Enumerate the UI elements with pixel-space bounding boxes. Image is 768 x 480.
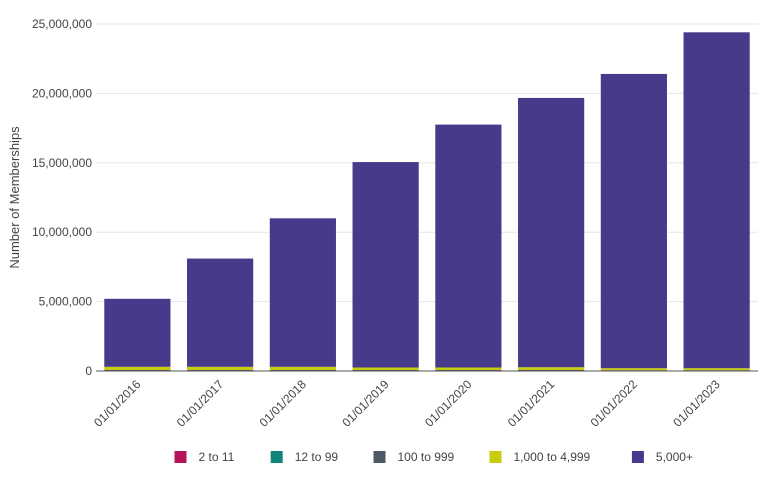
bar-segment[interactable]	[269, 370, 336, 371]
bar-segment[interactable]	[435, 124, 502, 368]
bar-segment[interactable]	[518, 97, 585, 368]
legend-swatch	[174, 451, 187, 463]
x-tick-label: 01/01/2017	[174, 377, 227, 430]
bar-segment[interactable]	[104, 366, 171, 371]
legend-item[interactable]: 12 to 99	[270, 450, 339, 464]
legend-label: 1,000 to 4,999	[514, 450, 591, 464]
bar-segment[interactable]	[269, 218, 336, 367]
y-tick-label: 25,000,000	[32, 17, 92, 31]
bar-segment[interactable]	[187, 370, 254, 371]
y-tick-label: 5,000,000	[39, 295, 93, 309]
bar-segment[interactable]	[352, 370, 419, 371]
legend-label: 100 to 999	[398, 450, 455, 464]
bar-segment[interactable]	[518, 367, 585, 371]
bar-segment[interactable]	[352, 367, 419, 371]
bar-segment[interactable]	[600, 370, 667, 371]
legend-swatch	[631, 451, 644, 463]
bar-segment[interactable]	[518, 370, 585, 371]
legend-label: 12 to 99	[295, 450, 339, 464]
x-tick-label: 01/01/2018	[257, 377, 310, 430]
y-tick-label: 20,000,000	[32, 86, 92, 100]
legend-item[interactable]: 100 to 999	[373, 450, 455, 464]
x-tick-label: 01/01/2022	[588, 377, 641, 430]
x-tick-label: 01/01/2021	[505, 377, 558, 430]
bar-segment[interactable]	[683, 370, 750, 371]
x-tick-label: 01/01/2020	[422, 377, 475, 430]
bar-segment[interactable]	[187, 366, 254, 371]
legend-label: 5,000+	[656, 450, 693, 464]
legend-item[interactable]: 1,000 to 4,999	[489, 450, 591, 464]
bar-segment[interactable]	[269, 366, 336, 371]
legend-swatch	[489, 451, 502, 463]
legend-label: 2 to 11	[199, 450, 235, 464]
legend-item[interactable]: 2 to 11	[174, 450, 235, 464]
bar-segment[interactable]	[435, 367, 502, 371]
legend-swatch	[373, 451, 386, 463]
bar-segment[interactable]	[435, 370, 502, 371]
y-tick-label: 0	[85, 364, 92, 378]
bar-segment[interactable]	[104, 370, 171, 371]
y-tick-label: 15,000,000	[32, 156, 92, 170]
x-tick-label: 01/01/2016	[91, 377, 144, 430]
bar-segment[interactable]	[187, 258, 254, 367]
y-tick-label: 10,000,000	[32, 225, 92, 239]
y-axis-title: Number of Memberships	[7, 126, 22, 269]
bar-segment[interactable]	[600, 73, 667, 369]
legend-swatch	[270, 451, 283, 463]
x-tick-label: 01/01/2023	[670, 377, 723, 430]
bar-segment[interactable]	[683, 32, 750, 369]
x-tick-label: 01/01/2019	[339, 377, 392, 430]
bar-segment[interactable]	[352, 162, 419, 368]
bar-segment[interactable]	[104, 298, 171, 367]
bar-segment[interactable]	[600, 368, 667, 371]
legend-item[interactable]: 5,000+	[631, 450, 693, 464]
bar-segment[interactable]	[683, 368, 750, 371]
